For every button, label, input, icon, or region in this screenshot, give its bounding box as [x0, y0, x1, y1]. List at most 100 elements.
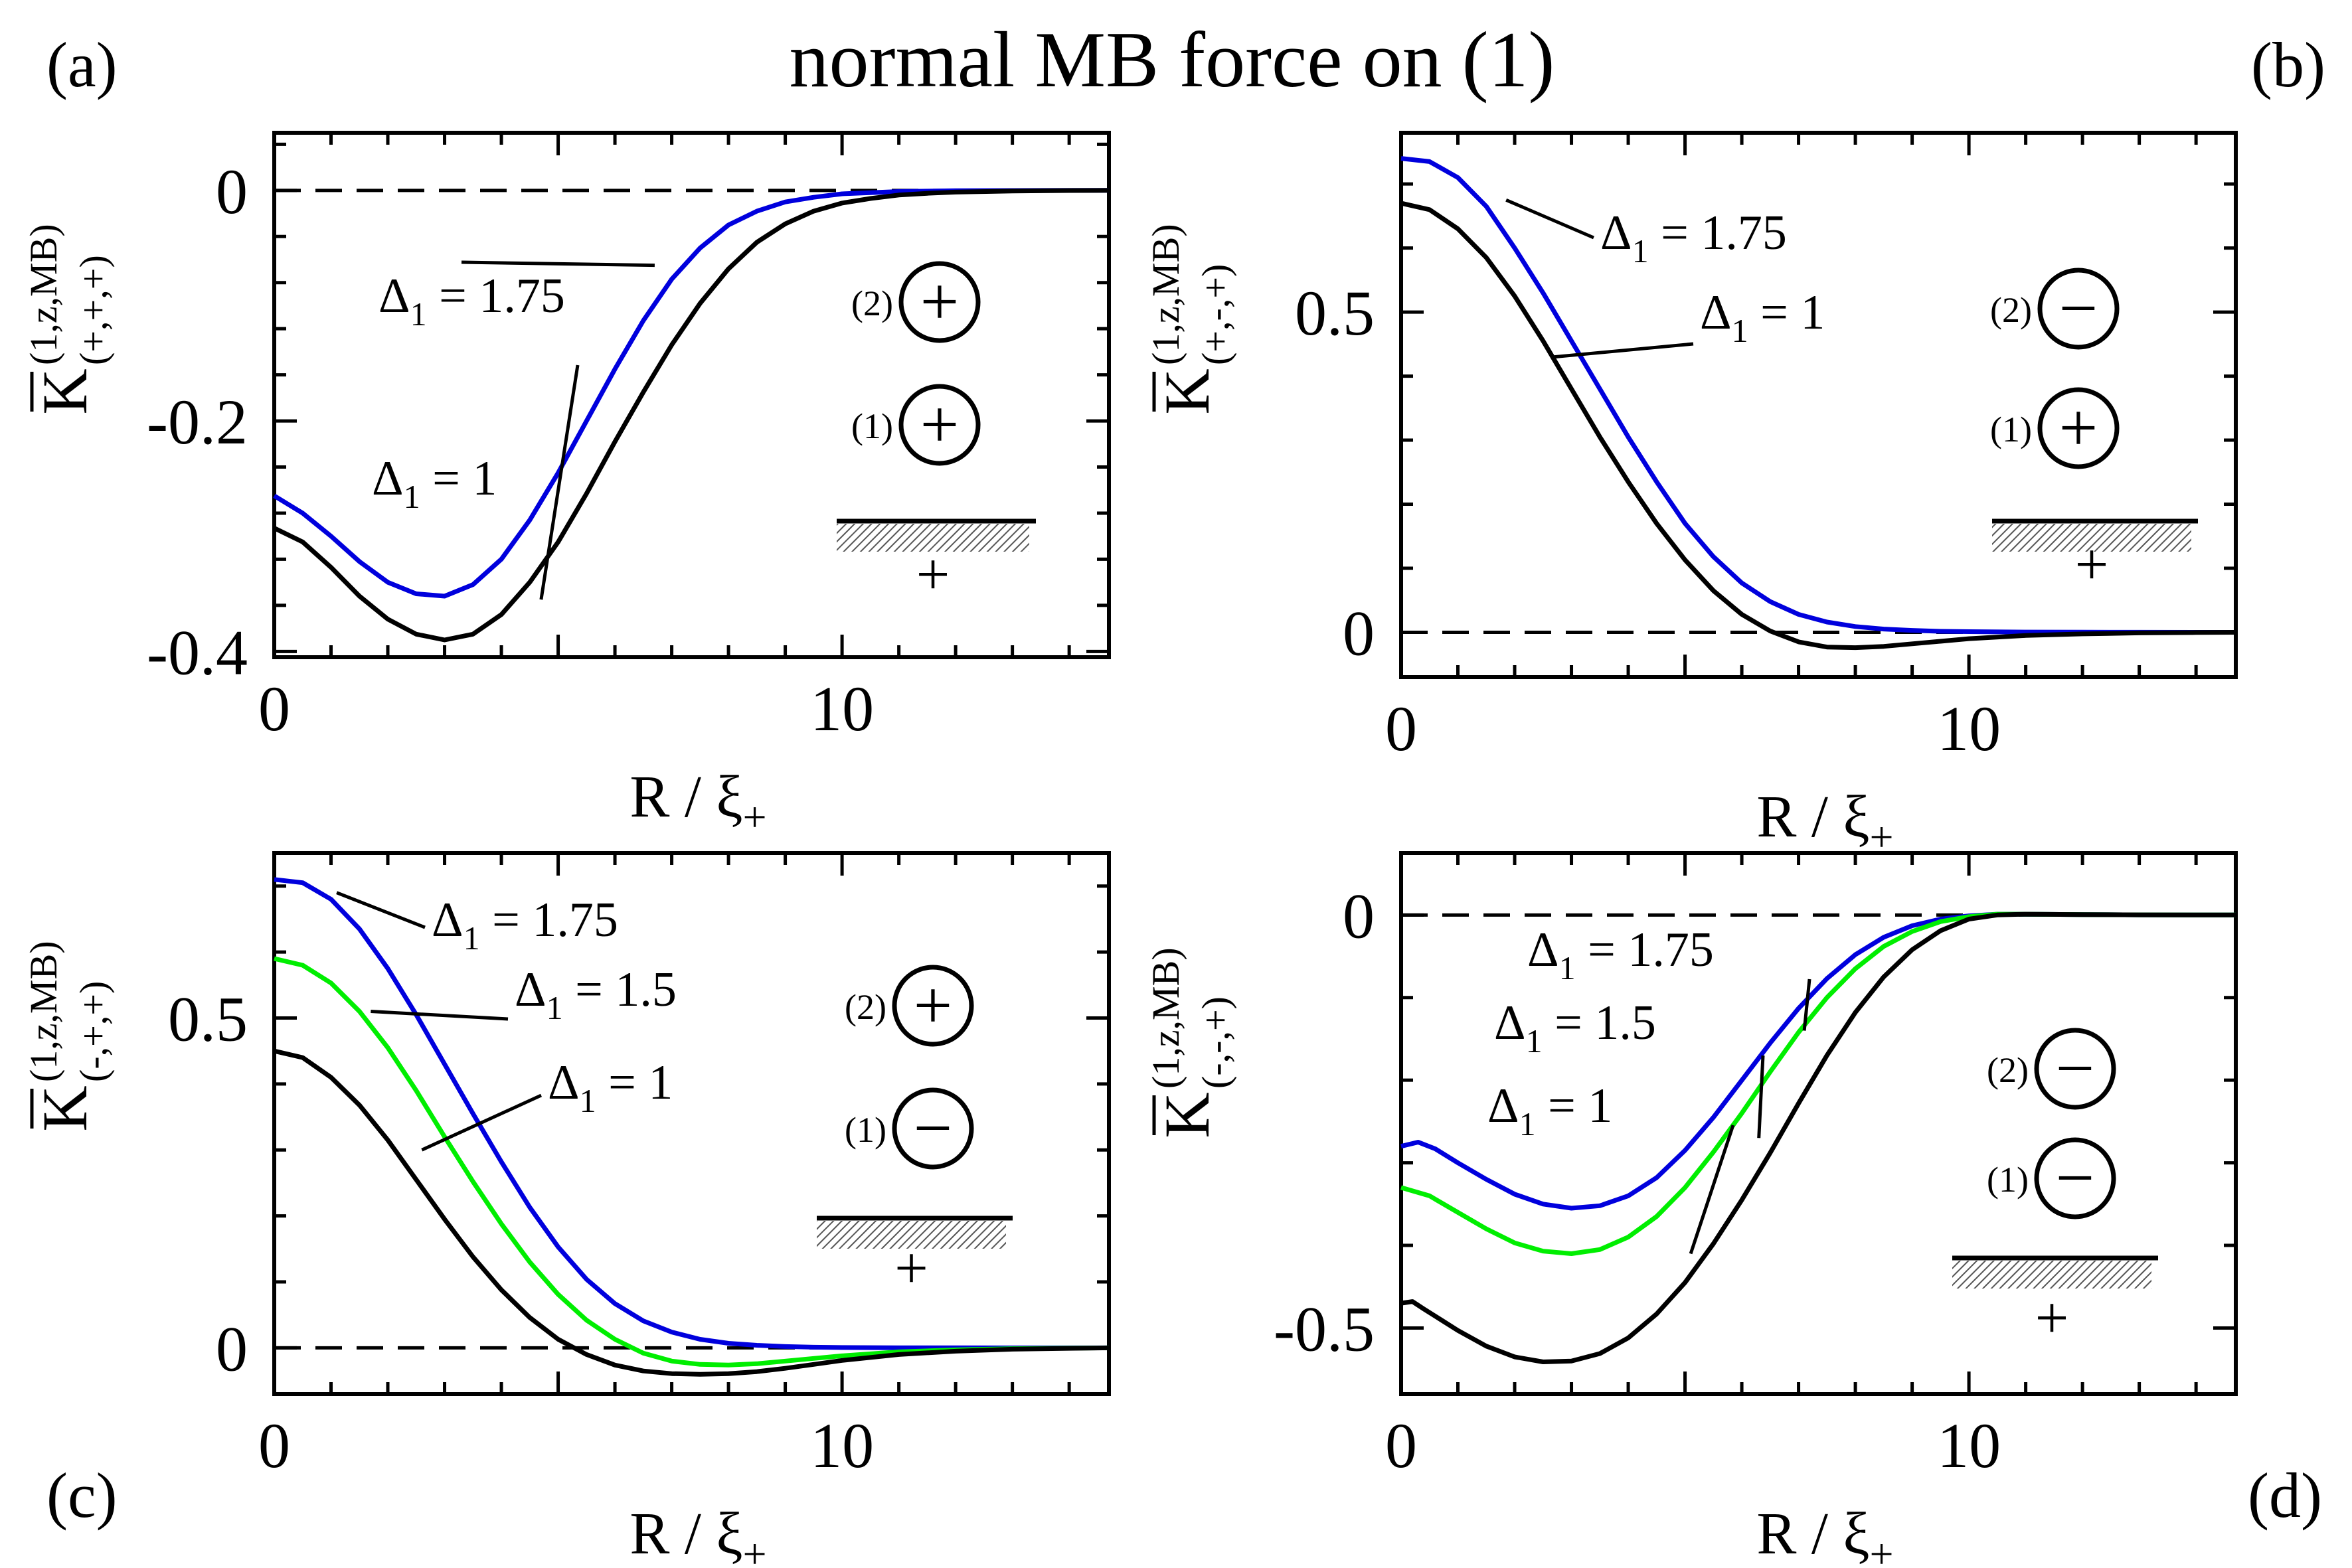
series-line-1 [1400, 156, 2236, 635]
plot-frame [272, 131, 1111, 659]
panels: 0 100-0.2-0.4R / ξ+K(1,z,MB) (+,+,+) Δ1 = 1… [22, 29, 2325, 1568]
x-axis-label-subscript: + [743, 793, 767, 840]
annotation-subscript: 1 [1559, 949, 1576, 986]
y-tick-label: 0.5 [168, 983, 248, 1054]
wall-sign: + [894, 1235, 928, 1301]
x-tick-label: 10 [1937, 693, 2001, 764]
annotation-leader-1 [461, 260, 655, 268]
y-axis-label: K(1,z,MB) (+,+,+) [22, 224, 115, 414]
x-tick-label: 10 [1937, 1410, 2001, 1481]
y-axis-label-main: K [29, 368, 100, 414]
y-axis-label-superscript: (1,z,MB) [1144, 224, 1187, 365]
annotation-leader-2 [1554, 342, 1694, 359]
panel-label-b: (b) [2251, 29, 2325, 100]
y-axis-label-superscript: (1,z,MB) [1144, 947, 1187, 1089]
inset-schematic: (2) − (1) + + [1990, 268, 2198, 597]
series-line-3 [1400, 911, 2236, 1364]
annotation-subscript: 1 [463, 919, 480, 957]
panel-label-c: (c) [46, 1460, 118, 1531]
particle-bottom-label: (1) [1990, 410, 2032, 449]
particle-bottom-label: (1) [1987, 1160, 2029, 1200]
annotation-leader-1 [1505, 198, 1594, 240]
x-tick-label: 0 [258, 1410, 290, 1481]
particle-bottom-circle [892, 1087, 974, 1170]
particle-bottom-sign: + [920, 386, 960, 463]
x-axis-label-subscript: + [743, 1530, 767, 1568]
annotation-leader-1 [1802, 979, 1811, 1031]
annotation-value: = 1 [420, 451, 497, 506]
wall-hatch [837, 524, 1029, 552]
annotation-leader-2 [371, 1010, 509, 1021]
x-tick-label: 0 [1385, 1410, 1417, 1481]
annotation-label-2: Δ1 = 1.5 [1494, 996, 1656, 1059]
annotation-subscript: 1 [1632, 232, 1649, 270]
annotation-leader-3 [421, 1093, 543, 1152]
annotation-subscript: 1 [1732, 312, 1748, 349]
y-axis-label-subscript: (+,+,+) [72, 255, 115, 365]
annotation-subscript: 1 [404, 478, 420, 515]
particle-bottom-label: (1) [845, 1110, 886, 1150]
panel-c: 0 100.50R / ξ+K(1,z,MB) (-,+,+)Δ1 = 1.75Δ1… [22, 851, 1111, 1568]
annotation-leader-2 [1757, 1055, 1765, 1138]
annotation-label-2: Δ1 = 1.5 [515, 963, 677, 1026]
annotation-label-3: Δ1 = 1 [548, 1056, 673, 1119]
series-line-1 [273, 188, 1109, 599]
annotation-value: = 1.75 [427, 269, 565, 323]
particle-bottom-circle [2034, 1137, 2116, 1219]
x-tick-label: 0 [1385, 693, 1417, 764]
series-line-3 [274, 1048, 1110, 1377]
inset-schematic: (2) −(1) −+ [1952, 1028, 2158, 1351]
annotation-leader-2 [539, 364, 580, 600]
annotation-label-1: Δ1 = 1.75 [378, 269, 565, 333]
y-axis-label-main: K [29, 1085, 100, 1131]
particle-bottom-circle [898, 384, 981, 466]
x-axis-label: R / ξ+ [1756, 784, 1893, 860]
x-axis-label: R / ξ+ [1756, 1501, 1893, 1568]
wall-sign: + [916, 542, 950, 607]
y-axis-label: K(1,z,MB) (-,-,+) [1144, 947, 1237, 1138]
particle-top-sign: + [914, 967, 953, 1044]
annotation-value: = 1.5 [1543, 996, 1656, 1050]
plot-frame [1399, 851, 2238, 1396]
x-axis-label: R / ξ+ [630, 1501, 766, 1568]
annotation-value: = 1 [596, 1056, 673, 1110]
wall-sign: + [2075, 532, 2109, 597]
particle-bottom-circle [2037, 387, 2120, 469]
annotation-value: = 1.75 [1576, 923, 1714, 977]
annotation-subscript: 1 [1526, 1022, 1543, 1059]
wall-hatch [1952, 1261, 2151, 1289]
y-axis-label-subscript: (-,-,+) [1194, 996, 1237, 1089]
plot-frame [1399, 131, 2238, 679]
series-line-2 [1400, 200, 2236, 651]
y-tick-label: 0 [1343, 597, 1375, 668]
y-axis-label-main: K [1151, 1092, 1222, 1138]
x-axis-label-subscript: + [1870, 1530, 1894, 1568]
series-line-2 [273, 188, 1110, 643]
series-line-1 [274, 877, 1109, 1350]
particle-bottom-sign: − [914, 1090, 953, 1166]
annotation-label-1: Δ1 = 1.75 [1527, 923, 1714, 986]
annotation-subscript: 1 [1519, 1105, 1536, 1142]
annotation-label-2: Δ1 = 1 [372, 451, 497, 515]
wall-sign: + [2035, 1285, 2069, 1351]
y-tick-label: 0.5 [1295, 277, 1375, 349]
y-tick-label: -0.4 [147, 617, 248, 688]
y-tick-label: -0.2 [147, 386, 248, 457]
figure-title: normal MB force on (1) [789, 15, 1554, 104]
annotation-subscript: 1 [546, 989, 563, 1026]
y-axis-label: K(1,z,MB) (-,+,+) [22, 941, 115, 1131]
panel-label-a: (a) [46, 29, 118, 100]
wall-hatch [817, 1221, 1006, 1249]
particle-top-label: (2) [845, 987, 886, 1027]
y-axis-label-subscript: (-,+,+) [72, 981, 115, 1082]
annotation-label-1: Δ1 = 1.75 [432, 893, 618, 957]
particle-bottom-sign: + [2059, 390, 2098, 466]
y-axis-label-main: K [1151, 368, 1222, 414]
particle-top-sign: + [920, 264, 960, 340]
annotation-label-1: Δ1 = 1.75 [1600, 206, 1787, 270]
series-line-2 [274, 956, 1110, 1368]
wall-hatch [1992, 524, 2191, 552]
y-tick-label: 0 [1343, 880, 1375, 951]
y-axis-label: K(1,z,MB) (+,-,+) [1144, 224, 1237, 414]
